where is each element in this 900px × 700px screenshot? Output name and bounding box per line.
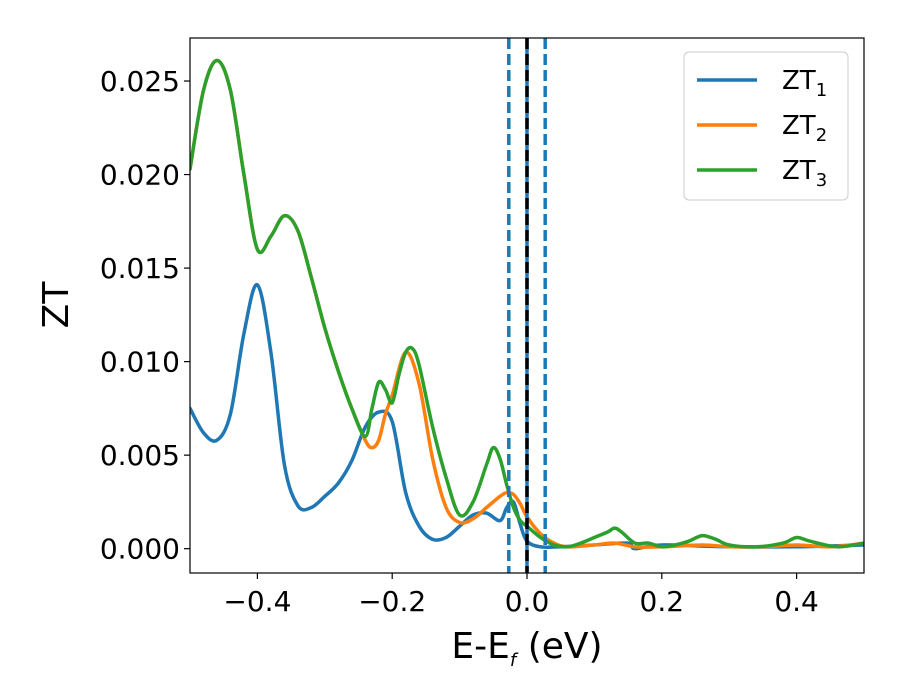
y-tick-label: 0.025 (100, 65, 180, 98)
legend: ZT1 ZT2 ZT3 (683, 51, 849, 201)
x-tick-label: 0.2 (640, 585, 685, 618)
y-tick-label: 0.005 (100, 439, 180, 472)
x-tick-label: 0.4 (774, 585, 819, 618)
y-tick-label: 0.015 (100, 252, 180, 285)
legend-label-zt3: ZT3 (782, 156, 827, 191)
series-layer (190, 58, 864, 551)
y-tick-label: 0.020 (100, 159, 180, 192)
x-tick-label: −0.4 (223, 585, 291, 618)
legend-label-zt1: ZT1 (782, 66, 827, 101)
y-tick-label: 0.000 (100, 533, 180, 566)
legend-label-zt2: ZT2 (782, 111, 827, 146)
x-tick-label: 0.0 (505, 585, 550, 618)
reference-lines (507, 38, 547, 573)
x-tick-label: −0.2 (358, 585, 426, 618)
y-axis: 0.000 0.005 0.010 0.015 0.020 0.025 (100, 65, 190, 566)
legend-box (683, 51, 849, 201)
y-axis-title: ZT (36, 281, 77, 329)
x-axis-title: E-Ef (eV) (451, 626, 602, 671)
x-axis: −0.4 −0.2 0.0 0.2 0.4 (223, 573, 819, 618)
series-line-zt3 (190, 58, 864, 549)
y-tick-label: 0.010 (100, 346, 180, 379)
